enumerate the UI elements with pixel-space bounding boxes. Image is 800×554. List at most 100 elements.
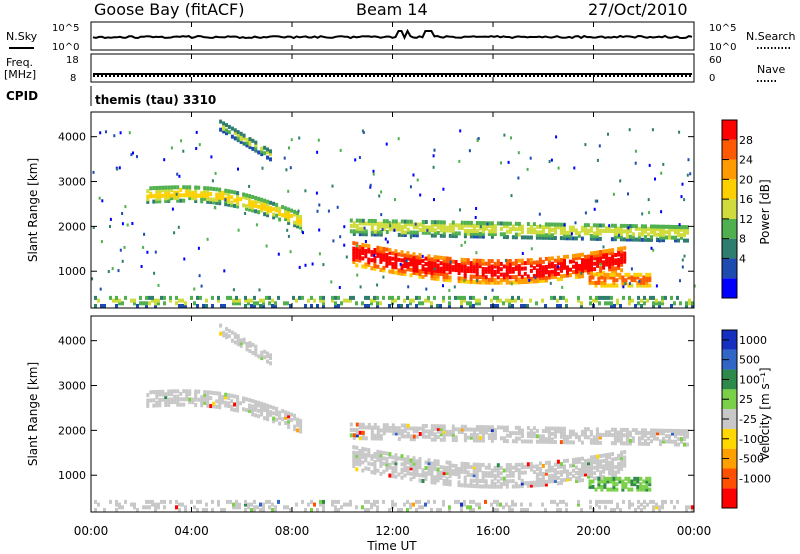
velocity-cell — [430, 426, 434, 431]
velocity-cell — [439, 470, 443, 475]
velocity-cell — [634, 430, 638, 435]
velocity-cell — [612, 479, 616, 484]
power-cell — [475, 272, 479, 277]
velocity-cell — [466, 483, 470, 488]
power-cell — [287, 218, 291, 223]
power-cell — [523, 304, 526, 308]
velocity-cell — [215, 391, 219, 396]
power-cell — [472, 258, 476, 263]
power-cell — [538, 265, 542, 270]
power-cell — [686, 227, 689, 232]
velocity-cell — [442, 435, 446, 440]
power-cell — [458, 159, 461, 163]
velocity-cell — [388, 452, 392, 457]
power-cell — [293, 209, 297, 214]
velocity-cell — [607, 433, 611, 437]
velocity-cell — [556, 481, 560, 486]
velocity-cell — [553, 429, 557, 434]
velocity-cell — [526, 483, 530, 488]
power-cell — [132, 151, 134, 155]
power-cell — [233, 198, 237, 203]
velocity-cell — [481, 479, 485, 484]
power-cell — [593, 272, 597, 277]
velocity-cell — [427, 469, 431, 474]
power-cell — [409, 233, 413, 238]
power-cell — [593, 253, 597, 258]
velocity-cell — [155, 390, 159, 394]
power-cell — [266, 199, 270, 204]
velocity-cell — [152, 390, 156, 395]
power-cell — [449, 260, 452, 264]
power-cell — [466, 266, 470, 271]
velocity-cell — [235, 499, 238, 504]
power-cell — [557, 265, 559, 269]
velocity-cell — [671, 431, 674, 436]
velocity-cell — [263, 408, 267, 413]
power-cell — [493, 264, 497, 269]
velocity-cell — [677, 442, 680, 447]
power-cell — [538, 212, 541, 216]
velocity-cell — [553, 499, 556, 504]
power-cell — [472, 226, 476, 231]
power-cell — [457, 279, 461, 284]
velocity-cell — [152, 398, 156, 403]
power-cell — [508, 301, 511, 306]
power-cell — [544, 222, 548, 227]
power-cell — [301, 295, 304, 300]
velocity-cell — [211, 499, 214, 504]
velocity-cell — [668, 436, 671, 441]
power-cell — [238, 301, 241, 306]
velocity-cell — [406, 434, 410, 439]
power-cell — [578, 266, 581, 271]
power-cell — [400, 258, 404, 263]
velocity-cell — [575, 457, 578, 462]
velocity-cell — [248, 408, 252, 413]
velocity-cell — [520, 465, 524, 470]
power-cell — [631, 298, 634, 303]
power-cell — [373, 261, 377, 266]
power-cell — [373, 229, 377, 234]
velocity-cell — [648, 479, 652, 484]
power-cell — [260, 203, 264, 208]
velocity-cell — [502, 468, 506, 473]
power-cell — [248, 204, 252, 209]
power-cell — [254, 148, 258, 153]
velocity-cell — [532, 480, 536, 485]
velocity-cell — [251, 404, 255, 409]
velocity-cell — [352, 453, 356, 458]
power-cell — [568, 233, 572, 238]
power-cell — [190, 295, 193, 300]
velocity-cell — [481, 462, 485, 467]
velocity-cell — [448, 505, 451, 510]
power-cell — [97, 298, 100, 303]
velocity-cell — [631, 502, 634, 507]
velocity-cell — [475, 478, 479, 483]
power-cell — [260, 149, 264, 154]
power-cell — [677, 230, 680, 235]
velocity-cell — [236, 403, 240, 408]
velocity-cell — [609, 479, 613, 484]
velocity-cell — [642, 484, 646, 489]
power-cell — [409, 298, 412, 303]
power-cell — [415, 271, 419, 276]
velocity-cell — [394, 431, 398, 436]
velocity-cell — [544, 429, 548, 434]
velocity-cell — [544, 482, 548, 487]
power-cell — [679, 301, 682, 306]
power-cell — [611, 248, 615, 253]
power-cell — [514, 232, 518, 237]
power-cell — [433, 255, 437, 260]
colorbar-segment — [722, 349, 737, 370]
power-cell — [379, 259, 383, 264]
velocity-cell — [619, 438, 623, 443]
power-cell — [612, 280, 616, 285]
power-cell — [289, 250, 292, 254]
power-cell — [469, 229, 473, 233]
velocity-cell — [594, 487, 598, 492]
power-cell — [550, 222, 554, 227]
power-cell — [490, 224, 494, 228]
xtick-label: 16:00 — [476, 524, 511, 538]
colorbar-segment — [722, 199, 737, 219]
velocity-cell — [565, 502, 568, 507]
velocity-cell — [334, 508, 337, 512]
